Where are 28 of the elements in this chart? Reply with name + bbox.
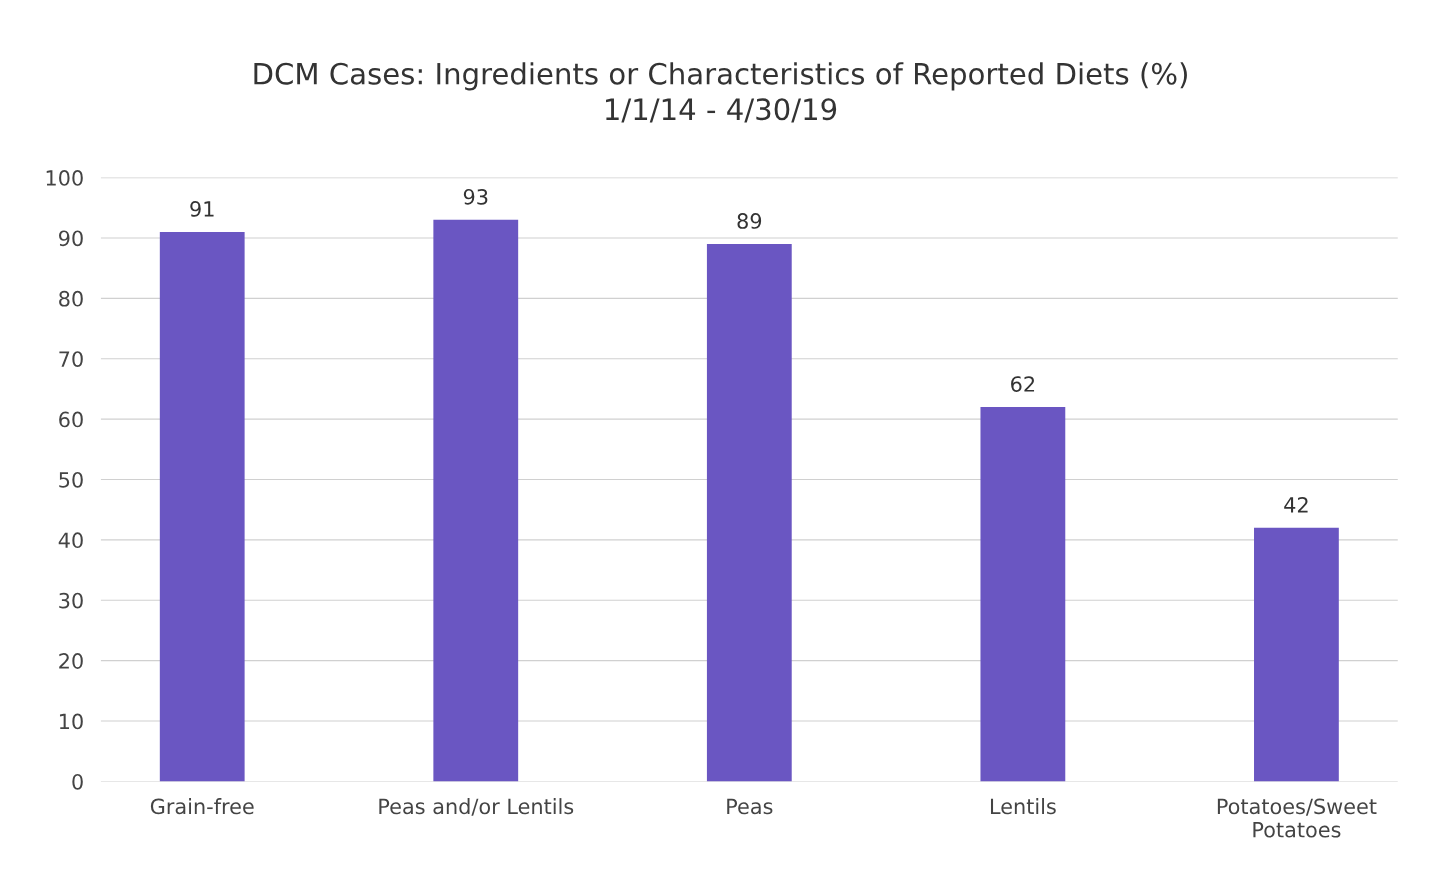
y-tick-label: 40 [58,532,83,549]
y-tick-label: 30 [59,592,83,609]
chart-subtitle: 1/1/14 - 4/30/19 [606,98,837,123]
bar [1254,527,1339,782]
x-tick-label: Grain-free [150,798,254,815]
y-tick-label: 100 [46,170,83,186]
x-tick-label: Peas and/or Lentils [379,798,574,816]
y-tick-label: 10 [59,713,83,730]
y-tick-label: 80 [59,290,83,307]
y-tick-label: 90 [59,230,83,247]
x-tick-label: Peas [727,798,773,815]
chart-title: DCM Cases: Ingredients or Characteristics of Reported Diets (%) [254,62,1187,91]
y-tick-label: 20 [59,653,83,669]
bar [433,219,519,782]
data-label: 42 [1284,496,1308,513]
data-label: 93 [463,188,488,205]
x-tick-label: Potatoes/Sweet Potatoes [1217,798,1377,838]
y-tick-label: 60 [59,411,83,428]
data-label: 91 [190,201,214,217]
bar [980,407,1066,782]
y-tick-label: 70 [59,351,83,367]
x-tick-label: Lentils [990,798,1056,815]
y-tick-label: 0 [72,773,83,790]
data-label: 89 [737,213,762,229]
data-label: 62 [1011,376,1035,392]
bar [159,231,245,782]
bar [706,244,792,782]
y-tick-label: 50 [59,471,83,488]
